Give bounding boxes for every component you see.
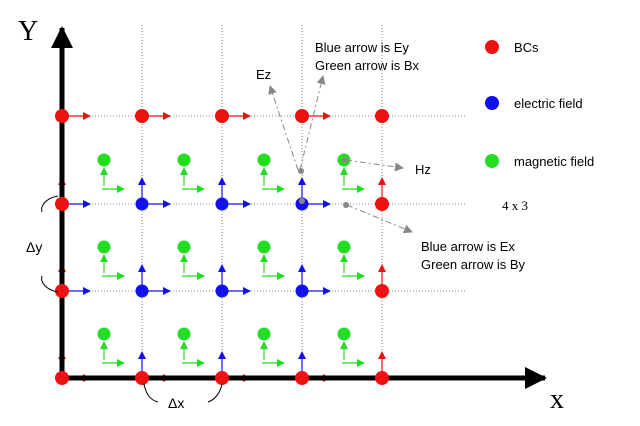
ey-note-line1: Blue arrow is Ey: [315, 40, 409, 55]
magnetic-field-node: [257, 240, 271, 254]
ez-point: [298, 168, 304, 174]
hz-leader: [345, 159, 404, 172]
annotation-leaders: [268, 75, 413, 234]
ey-point: [299, 198, 305, 204]
bc-node: [55, 109, 69, 123]
legend-bc-marker: [485, 40, 499, 54]
magnetic-field-node: [257, 153, 271, 167]
ex-leader: [346, 204, 413, 234]
delta-x-bracket: [143, 383, 223, 403]
electric-field-node: [215, 197, 229, 211]
delta-y-label: Δy: [26, 239, 42, 255]
hz-point: [342, 157, 348, 163]
bc-node: [375, 371, 389, 385]
hz-label: Hz: [415, 162, 431, 177]
bc-node: [135, 371, 149, 385]
bx-leader: [299, 75, 326, 171]
ez-label: Ez: [256, 67, 271, 82]
magnetic-field-node: [337, 327, 351, 341]
electric-field-node: [295, 284, 309, 298]
bc-node: [375, 284, 389, 298]
magnetic-field-node: [97, 327, 111, 341]
ex-note-line1: Blue arrow is Ex: [421, 239, 515, 254]
delta-x-label: Δx: [168, 395, 184, 411]
bc-node: [135, 109, 149, 123]
magnetic-field-node: [97, 240, 111, 254]
legend-electric-label: electric field: [514, 96, 583, 111]
bc-node: [55, 284, 69, 298]
magnetic-field-node: [177, 240, 191, 254]
bc-node: [375, 197, 389, 211]
ex-note-line2: Green arrow is By: [421, 257, 526, 272]
ez-leader: [268, 85, 299, 171]
magnetic-field-node: [97, 153, 111, 167]
bc-node: [295, 109, 309, 123]
x-axis-label: x: [550, 384, 564, 415]
delta-y-bracket: [41, 195, 59, 293]
bc-node: [55, 371, 69, 385]
y-axis-label: Y: [18, 16, 38, 47]
bc-node: [55, 197, 69, 211]
bc-node: [215, 371, 229, 385]
legend-magnetic-label: magnetic field: [514, 154, 594, 169]
ey-note-line2: Green arrow is Bx: [315, 58, 420, 73]
magnetic-field-node: [177, 153, 191, 167]
legend: BCs electric field magnetic field: [485, 40, 594, 169]
legend-magnetic-marker: [485, 154, 499, 168]
bc-node: [215, 109, 229, 123]
legend-bc-label: BCs: [514, 40, 539, 55]
grid-size-note: 4 x 3: [502, 198, 528, 213]
bc-node: [295, 371, 309, 385]
bc-node: [375, 109, 389, 123]
electric-field-node: [215, 284, 229, 298]
magnetic-field-node: [177, 327, 191, 341]
electric-field-node: [135, 284, 149, 298]
grid-lines: [62, 25, 465, 378]
grid-nodes: [55, 109, 389, 385]
legend-electric-marker: [485, 96, 499, 110]
magnetic-field-node: [257, 327, 271, 341]
ex-point: [343, 202, 349, 208]
electric-field-node: [135, 197, 149, 211]
magnetic-field-node: [337, 240, 351, 254]
